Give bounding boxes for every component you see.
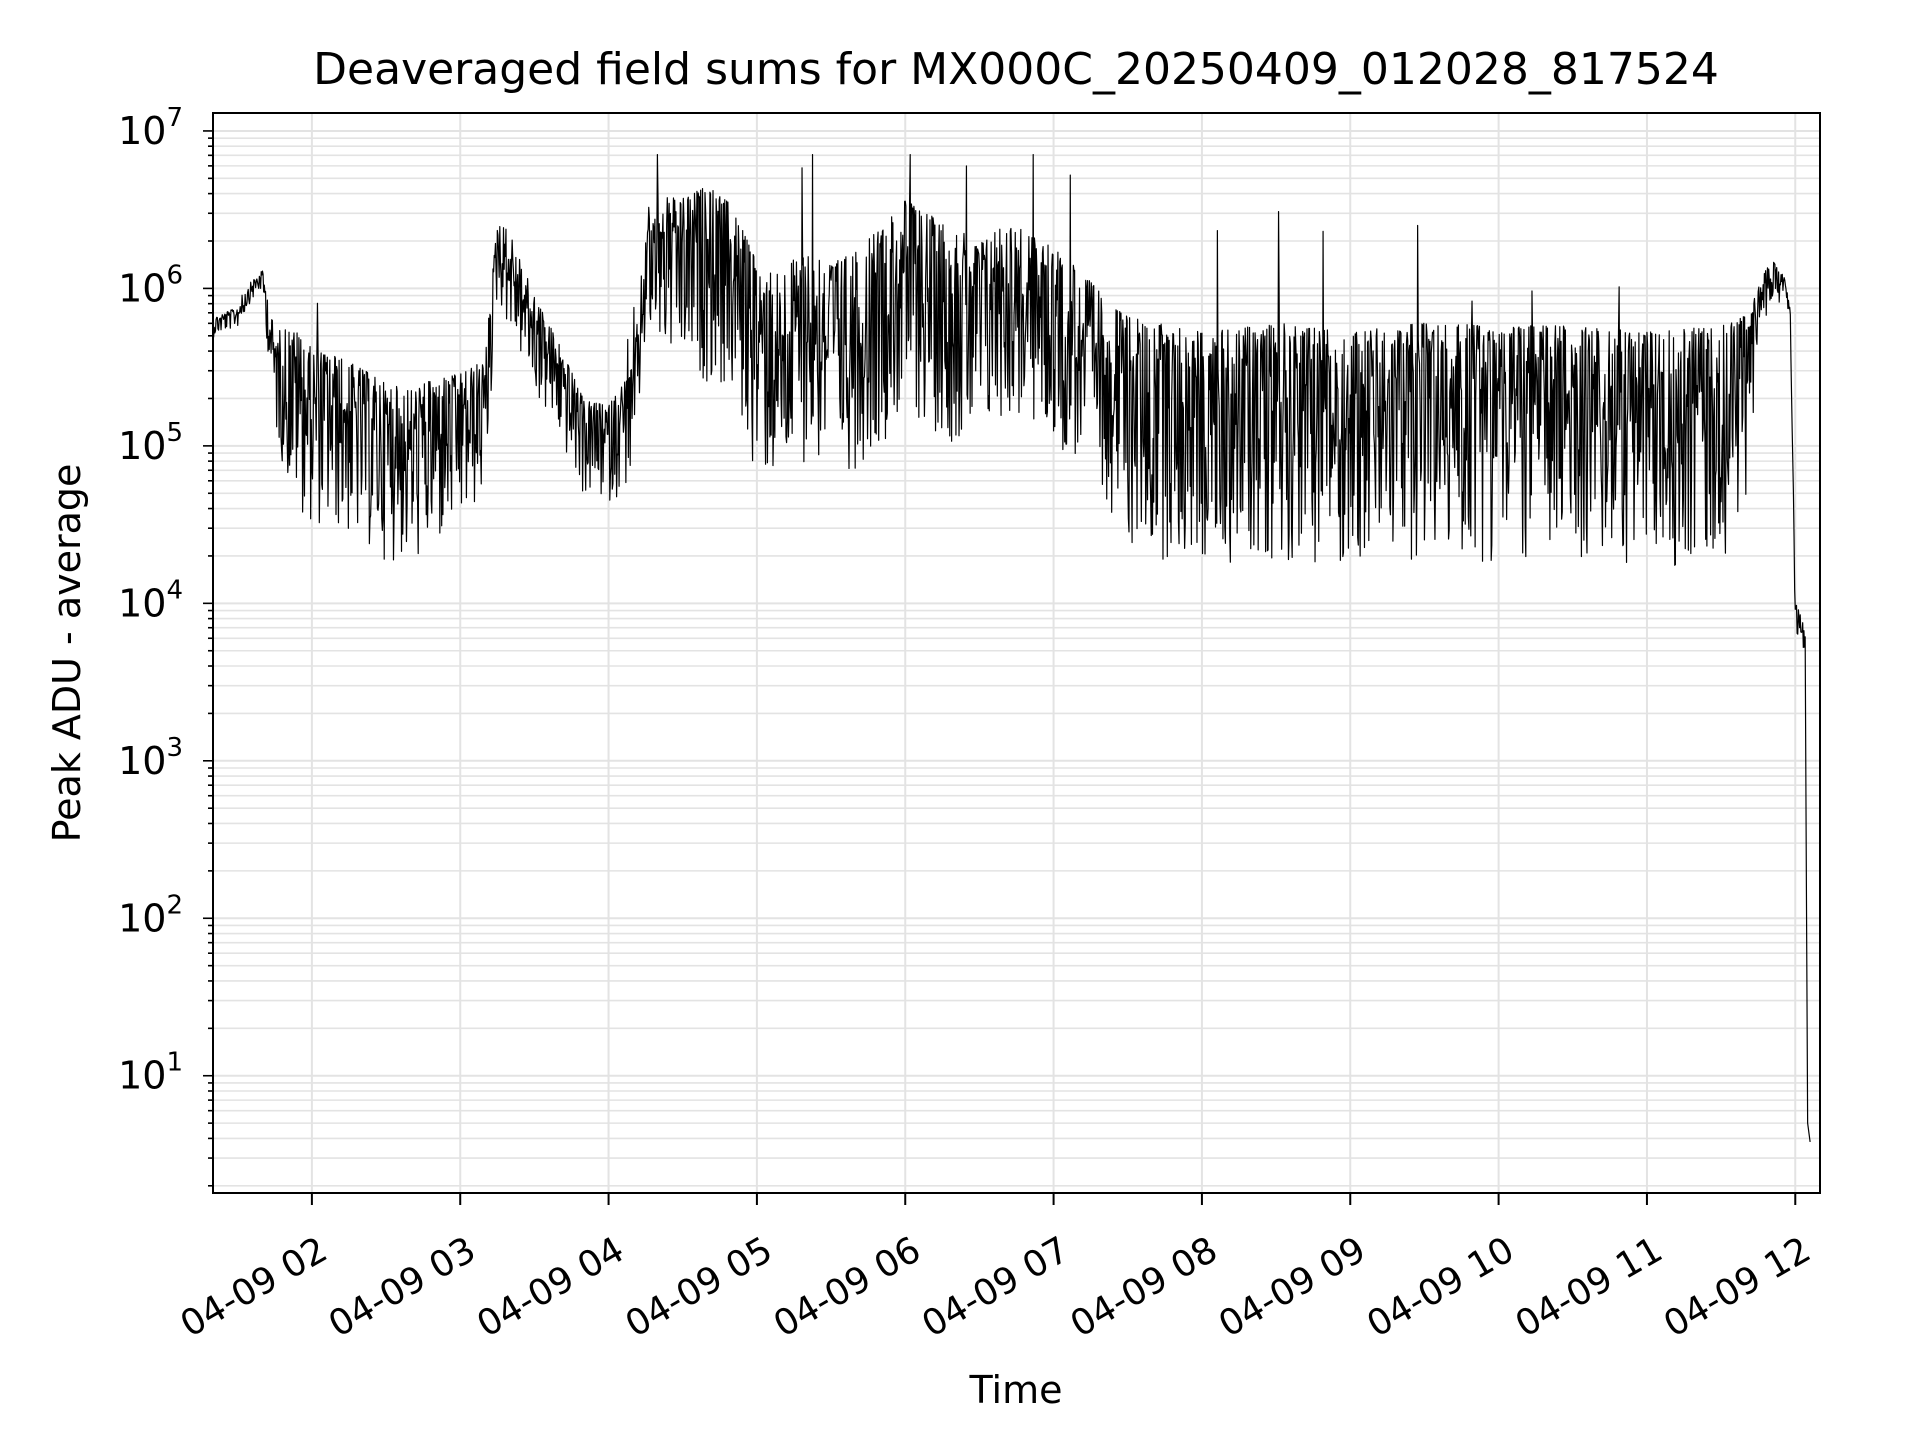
y-axis: 101 102 103 104 105 106 107 (118, 103, 213, 1187)
y-axis-label: Peak ADU - average (45, 464, 89, 843)
x-axis-label: Time (969, 1368, 1063, 1412)
chart-title: Deaveraged field sums for MX000C_2025040… (313, 44, 1719, 95)
y-tick-label: 102 (118, 890, 183, 940)
y-tick-label: 107 (118, 103, 183, 153)
plot-area (212, 153, 1811, 1142)
y-tick-label: 106 (118, 260, 183, 310)
y-tick-label: 105 (118, 418, 183, 468)
series-line (212, 153, 1811, 1142)
y-tick-label: 104 (118, 575, 183, 625)
plot-frame (212, 112, 1821, 1194)
y-tick-label: 103 (118, 733, 183, 783)
y-tick-label: 101 (118, 1048, 183, 1098)
